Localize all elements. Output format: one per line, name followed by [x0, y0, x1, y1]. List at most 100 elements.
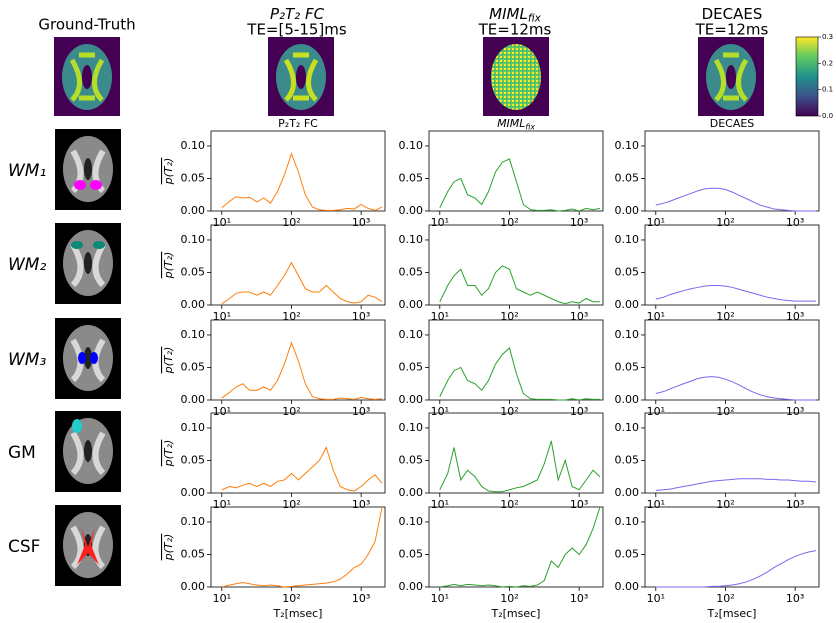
- y-tick-label: 0.10: [615, 233, 640, 246]
- data-line: [222, 507, 382, 587]
- x-tick-label: 10³: [570, 310, 588, 323]
- column-subtitle: TE=12ms: [478, 21, 552, 39]
- y-tick-label: 0.05: [615, 265, 640, 278]
- ventricle: [296, 65, 306, 89]
- row-label: CSF: [8, 537, 40, 557]
- x-tick-label: 10³: [352, 310, 370, 323]
- x-tick-label: 10¹: [647, 310, 665, 323]
- title-main: DECAES: [710, 117, 755, 130]
- y-tick-label: 0.10: [615, 139, 640, 152]
- x-tick-label: 10²: [500, 498, 518, 511]
- x-tick-label: 10³: [352, 592, 370, 605]
- x-tick-label: 10²: [282, 592, 300, 605]
- y-tick-label: 0.05: [399, 453, 424, 466]
- x-tick-label: 10³: [786, 498, 804, 511]
- y-tick-label: 0.00: [399, 486, 424, 499]
- x-tick-label: 10³: [352, 498, 370, 511]
- x-tick-label: 10²: [282, 310, 300, 323]
- roi: [90, 180, 102, 190]
- x-tick-label: 10²: [716, 592, 734, 605]
- y-tick-label: 0.10: [615, 421, 640, 434]
- axes-frame: [429, 225, 603, 305]
- ventricle: [726, 65, 736, 89]
- y-tick-label: 0.10: [181, 515, 206, 528]
- x-tick-label: 10¹: [647, 216, 665, 229]
- data-line: [656, 188, 816, 211]
- y-tick-label: 0.00: [399, 580, 424, 593]
- x-tick-label: 10¹: [431, 405, 449, 418]
- x-tick-label: 10¹: [213, 405, 231, 418]
- roi: [74, 180, 86, 190]
- data-line: [656, 551, 816, 587]
- x-tick-label: 10²: [282, 405, 300, 418]
- x-tick-label: 10²: [500, 592, 518, 605]
- y-tick-label: 0.05: [181, 453, 206, 466]
- y-tick-label: 0.05: [399, 265, 424, 278]
- x-tick-label: 10³: [352, 216, 370, 229]
- roi: [71, 241, 83, 249]
- y-tick-label: 0.00: [615, 486, 640, 499]
- axes-frame: [429, 131, 603, 211]
- y-tick-label: 0.05: [615, 453, 640, 466]
- y-tick-label: 0.00: [615, 580, 640, 593]
- x-tick-label: 10¹: [431, 310, 449, 323]
- data-line: [656, 285, 816, 301]
- data-line: [222, 447, 382, 491]
- title-sub: fix: [525, 122, 535, 131]
- ventricle: [84, 252, 92, 274]
- x-tick-label: 10¹: [647, 592, 665, 605]
- y-tick-label: 0.10: [399, 421, 424, 434]
- y-axis-label: p(T₂): [162, 347, 175, 375]
- x-tick-label: 10³: [786, 405, 804, 418]
- x-tick-label: 10³: [786, 592, 804, 605]
- x-tick-label: 10³: [570, 592, 588, 605]
- data-line: [440, 266, 600, 304]
- ventricle: [84, 158, 92, 180]
- ventricle: [84, 440, 92, 462]
- data-line: [222, 343, 382, 400]
- x-tick-label: 10¹: [431, 216, 449, 229]
- y-tick-label: 0.00: [615, 393, 640, 406]
- title: MIMLfix: [497, 117, 535, 131]
- x-tick-label: 10²: [500, 405, 518, 418]
- y-tick-label: 0.05: [181, 265, 206, 278]
- x-tick-label: 10¹: [431, 498, 449, 511]
- x-tick-label: 10²: [500, 310, 518, 323]
- colorbar-tick-label: 0.2: [822, 59, 833, 67]
- colorbar-tick-label: 0.3: [822, 33, 833, 41]
- y-tick-label: 0.00: [615, 298, 640, 311]
- x-axis-label: T₂[msec]: [707, 607, 757, 620]
- y-tick-label: 0.00: [399, 393, 424, 406]
- axes-frame: [429, 507, 603, 587]
- y-tick-label: 0.05: [399, 547, 424, 560]
- y-tick-label: 0.10: [399, 139, 424, 152]
- y-tick-label: 0.10: [181, 328, 206, 341]
- x-tick-label: 10¹: [431, 592, 449, 605]
- y-tick-label: 0.00: [181, 204, 206, 217]
- x-tick-label: 10¹: [213, 498, 231, 511]
- row-label: WM₁: [8, 161, 46, 181]
- title: DECAES: [710, 117, 755, 130]
- figure: Ground-TruthP₂T₂ FCTE=[5-15]msMIMLfixTE=…: [0, 0, 836, 623]
- x-axis-label: T₂[msec]: [491, 607, 541, 620]
- x-tick-label: 10³: [786, 216, 804, 229]
- y-tick-label: 0.00: [399, 204, 424, 217]
- data-line: [656, 479, 816, 491]
- y-tick-label: 0.05: [181, 360, 206, 373]
- y-tick-label: 0.10: [399, 233, 424, 246]
- data-line: [440, 159, 600, 211]
- y-tick-label: 0.05: [181, 547, 206, 560]
- colorbar-tick-label: 0.0: [822, 112, 833, 120]
- y-tick-label: 0.10: [181, 421, 206, 434]
- y-tick-label: 0.10: [615, 328, 640, 341]
- axes-frame: [645, 225, 819, 305]
- x-tick-label: 10²: [716, 310, 734, 323]
- axes-frame: [645, 507, 819, 587]
- axes-frame: [645, 131, 819, 211]
- ventricle: [82, 65, 92, 89]
- x-tick-label: 10³: [570, 405, 588, 418]
- colorbar-tick-label: 0.1: [822, 86, 833, 94]
- y-tick-label: 0.05: [615, 360, 640, 373]
- y-axis-label: p(T₂): [162, 534, 175, 562]
- x-tick-label: 10¹: [213, 310, 231, 323]
